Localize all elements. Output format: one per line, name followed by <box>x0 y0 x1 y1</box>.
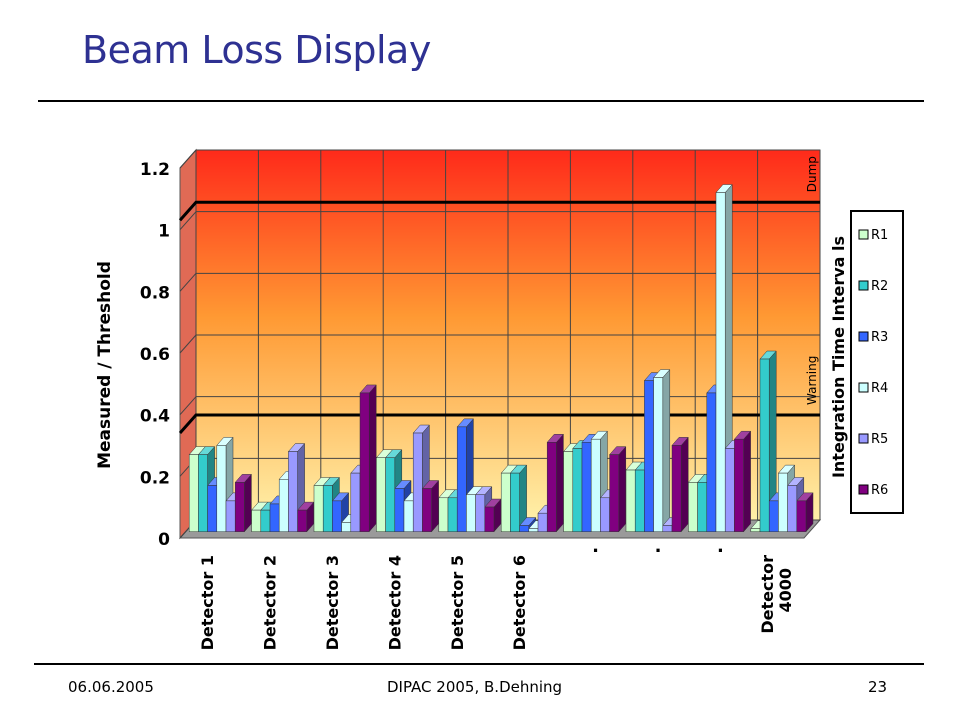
beam-loss-chart: Dump Warning 0 0.2 0.4 0.6 0.8 1 1.2 Detector 1… <box>95 148 904 650</box>
gridline-side <box>179 334 197 354</box>
x-axis: Detector 1 Detector 2 Detector 3 Detector 4… <box>198 536 795 650</box>
bar <box>546 433 564 533</box>
x-tick-label: Detector 6 <box>510 555 529 650</box>
bar <box>421 479 440 533</box>
legend-entry: R4 <box>858 381 888 396</box>
svg-text:4000: 4000 <box>776 568 795 613</box>
x-tick-label: Detector 4 <box>385 555 404 650</box>
svg-text:R5: R5 <box>871 432 888 447</box>
bar <box>234 473 252 533</box>
bars <box>188 183 814 533</box>
legend-title: Integration Time Interva ls <box>829 236 848 478</box>
x-tick-label: Detector 5 <box>448 555 467 650</box>
slide-title: Beam Loss Display <box>82 28 431 72</box>
footer-event: DIPAC 2005, B.Dehning <box>387 678 563 696</box>
y-tick-label: 1 <box>158 222 170 242</box>
svg-text:R3: R3 <box>871 330 888 345</box>
bar <box>359 384 377 533</box>
bar <box>297 501 315 533</box>
y-axis: 0 0.2 0.4 0.6 0.8 1 1.2 <box>140 160 170 550</box>
y-tick-label: 0 <box>158 530 170 550</box>
legend-entry: R5 <box>858 432 888 447</box>
bar <box>653 368 671 533</box>
footer-date: 06.06.2005 <box>68 678 154 696</box>
svg-text:R4: R4 <box>871 381 888 396</box>
legend-entry: R1 <box>858 228 888 243</box>
y-tick-label: 0.4 <box>140 407 170 427</box>
x-tick-label: . <box>592 536 599 557</box>
y-axis-label: Measured / Threshold <box>95 261 115 469</box>
x-tick-label: Detector 4000 <box>758 555 795 634</box>
gridline-side <box>179 149 197 169</box>
legend-entry: R2 <box>858 279 888 294</box>
svg-text:Detector: Detector <box>758 555 777 634</box>
y-tick-label: 0.6 <box>140 345 170 365</box>
legend-entry: R6 <box>858 483 888 498</box>
bar <box>671 436 689 533</box>
threshold-warning: Warning <box>178 356 820 434</box>
threshold-dump: Dump <box>178 156 820 222</box>
gridline-side <box>179 396 197 415</box>
svg-text:R2: R2 <box>871 279 888 294</box>
y-tick-label: 0.8 <box>140 283 170 303</box>
legend: R1 R2 R3 R4 R5 R6 <box>850 210 904 514</box>
footer-divider <box>34 663 924 665</box>
gridline-side <box>179 273 197 292</box>
threshold-line <box>178 413 820 434</box>
bar <box>796 492 814 533</box>
x-tick-label: . <box>717 536 724 557</box>
title-divider <box>38 100 924 102</box>
bar <box>733 430 752 533</box>
bar <box>609 445 627 533</box>
bar <box>484 498 502 533</box>
y-tick-label: 0.2 <box>140 468 170 488</box>
threshold-lines: Dump Warning <box>178 156 820 434</box>
svg-text:R6: R6 <box>871 483 888 498</box>
x-tick-label: . <box>655 536 662 557</box>
threshold-line <box>178 200 820 222</box>
legend-entry: R3 <box>858 330 888 345</box>
y-tick-label: 1.2 <box>140 160 170 180</box>
threshold-label: Warning <box>805 356 819 405</box>
svg-text:R1: R1 <box>871 228 888 243</box>
x-tick-label: Detector 3 <box>323 555 342 650</box>
legend-box <box>850 210 904 514</box>
gridline-side <box>179 211 197 230</box>
footer-page-number: 23 <box>868 678 888 696</box>
threshold-label: Dump <box>805 156 819 192</box>
bar <box>759 350 777 533</box>
x-tick-label: Detector 1 <box>198 555 217 650</box>
x-tick-label: Detector 2 <box>261 555 280 650</box>
